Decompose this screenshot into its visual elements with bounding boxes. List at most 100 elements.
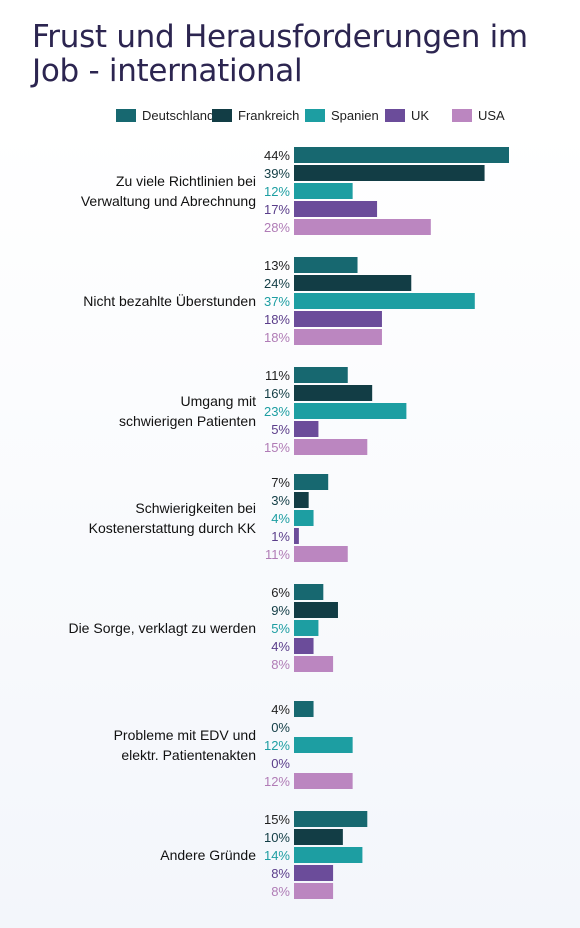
bar-frankreich (294, 829, 343, 845)
chart-title: Frust und Herausforderungen im Job - int… (32, 19, 528, 89)
value-label: 18% (264, 312, 290, 327)
bar-uk (294, 528, 299, 544)
bar-uk (294, 865, 334, 881)
value-label: 7% (271, 475, 290, 490)
category-group: Nicht bezahlte Überstunden 13% 24% 37% 18% 18… (83, 257, 475, 345)
value-label: 44% (264, 148, 290, 163)
value-label: 15% (264, 812, 290, 827)
category-label: Umgang mit (181, 393, 257, 409)
legend-item-usa: USA (452, 105, 505, 125)
legend-swatch (385, 108, 405, 122)
legend: Deutschland Frankreich Spanien UK USA (0, 105, 580, 125)
bar-deutschland (294, 367, 348, 383)
bar-usa (294, 883, 334, 899)
value-label: 12% (264, 738, 290, 753)
bar-spanien (294, 183, 353, 199)
value-label: 14% (264, 848, 290, 863)
value-label: 8% (271, 866, 290, 881)
value-label: 5% (271, 621, 290, 636)
bar-spanien (294, 293, 475, 309)
bar-usa (294, 329, 382, 345)
value-label: 12% (264, 184, 290, 199)
bar-usa (294, 546, 348, 562)
legend-label: Frankreich (238, 107, 300, 123)
bar-deutschland (294, 474, 329, 490)
value-label: 8% (271, 884, 290, 899)
legend-item-frankreich: Frankreich (212, 105, 299, 125)
bar-deutschland (294, 257, 358, 273)
bar-usa (294, 773, 353, 789)
category-label: elektr. Patientenakten (121, 747, 256, 763)
value-label: 3% (271, 493, 290, 508)
legend-swatch (116, 108, 136, 122)
category-group: Andere Gründe 15% 10% 14% 8% 8% (160, 811, 368, 899)
legend-item-spanien: Spanien (305, 105, 379, 125)
value-label: 23% (264, 404, 290, 419)
legend-item-uk: UK (385, 105, 429, 125)
category-label: Probleme mit EDV und (114, 727, 256, 743)
category-label: schwierigen Patienten (119, 413, 256, 429)
category-label: Schwierigkeiten bei (135, 500, 256, 516)
bar-uk (294, 638, 314, 654)
bar-uk (294, 201, 378, 217)
category-label: Nicht bezahlte Überstunden (83, 292, 256, 309)
bar-spanien (294, 737, 353, 753)
bar-frankreich (294, 385, 373, 401)
value-label: 0% (271, 720, 290, 735)
value-label: 16% (264, 386, 290, 401)
legend-label: UK (411, 107, 430, 123)
bar-usa (294, 656, 334, 672)
value-label: 6% (271, 585, 290, 600)
value-label: 28% (264, 220, 290, 235)
legend-swatch (305, 108, 325, 122)
category-label: Andere Gründe (160, 847, 256, 863)
category-group: Probleme mit EDV und elektr. Patientenakt… (114, 701, 353, 789)
bar-deutschland (294, 701, 314, 717)
value-label: 17% (264, 202, 290, 217)
bar-spanien (294, 510, 314, 526)
value-label: 4% (271, 511, 290, 526)
bar-usa (294, 219, 431, 235)
value-label: 18% (264, 330, 290, 345)
category-group: Schwierigkeiten bei Kostenerstattung durc… (89, 474, 348, 562)
value-label: 24% (264, 276, 290, 291)
bar-uk (294, 311, 382, 327)
value-label: 9% (271, 603, 290, 618)
value-label: 4% (271, 639, 290, 654)
bar-deutschland (294, 584, 324, 600)
bar-spanien (294, 403, 407, 419)
value-label: 10% (264, 830, 290, 845)
legend-item-deutschland: Deutschland (116, 105, 214, 125)
legend-label: USA (478, 107, 505, 123)
bar-uk (294, 421, 319, 437)
value-label: 0% (271, 756, 290, 771)
bar-deutschland (294, 147, 509, 163)
value-label: 37% (264, 294, 290, 309)
bar-frankreich (294, 492, 309, 508)
value-label: 8% (271, 657, 290, 672)
legend-label: Deutschland (142, 107, 215, 123)
value-label: 15% (264, 440, 290, 455)
value-label: 4% (271, 702, 290, 717)
bar-spanien (294, 620, 319, 636)
value-label: 39% (264, 166, 290, 181)
bar-deutschland (294, 811, 368, 827)
category-group: Zu viele Richtlinien bei Verwaltung und A… (81, 147, 509, 235)
bar-spanien (294, 847, 363, 863)
value-label: 1% (271, 529, 290, 544)
category-label: Die Sorge, verklagt zu werden (68, 620, 256, 636)
bar-usa (294, 439, 368, 455)
bar-frankreich (294, 275, 412, 291)
value-label: 5% (271, 422, 290, 437)
category-group: Umgang mit schwierigen Patienten 11% 16% 23%… (119, 367, 407, 455)
category-label: Verwaltung und Abrechnung (81, 193, 256, 209)
category-label: Zu viele Richtlinien bei (116, 173, 256, 189)
bar-frankreich (294, 165, 485, 181)
bar-frankreich (294, 602, 338, 618)
category-label: Kostenerstattung durch KK (89, 520, 257, 536)
value-label: 11% (265, 368, 290, 383)
legend-swatch (212, 108, 232, 122)
legend-swatch (452, 108, 472, 122)
value-label: 12% (264, 774, 290, 789)
value-label: 11% (265, 547, 290, 562)
